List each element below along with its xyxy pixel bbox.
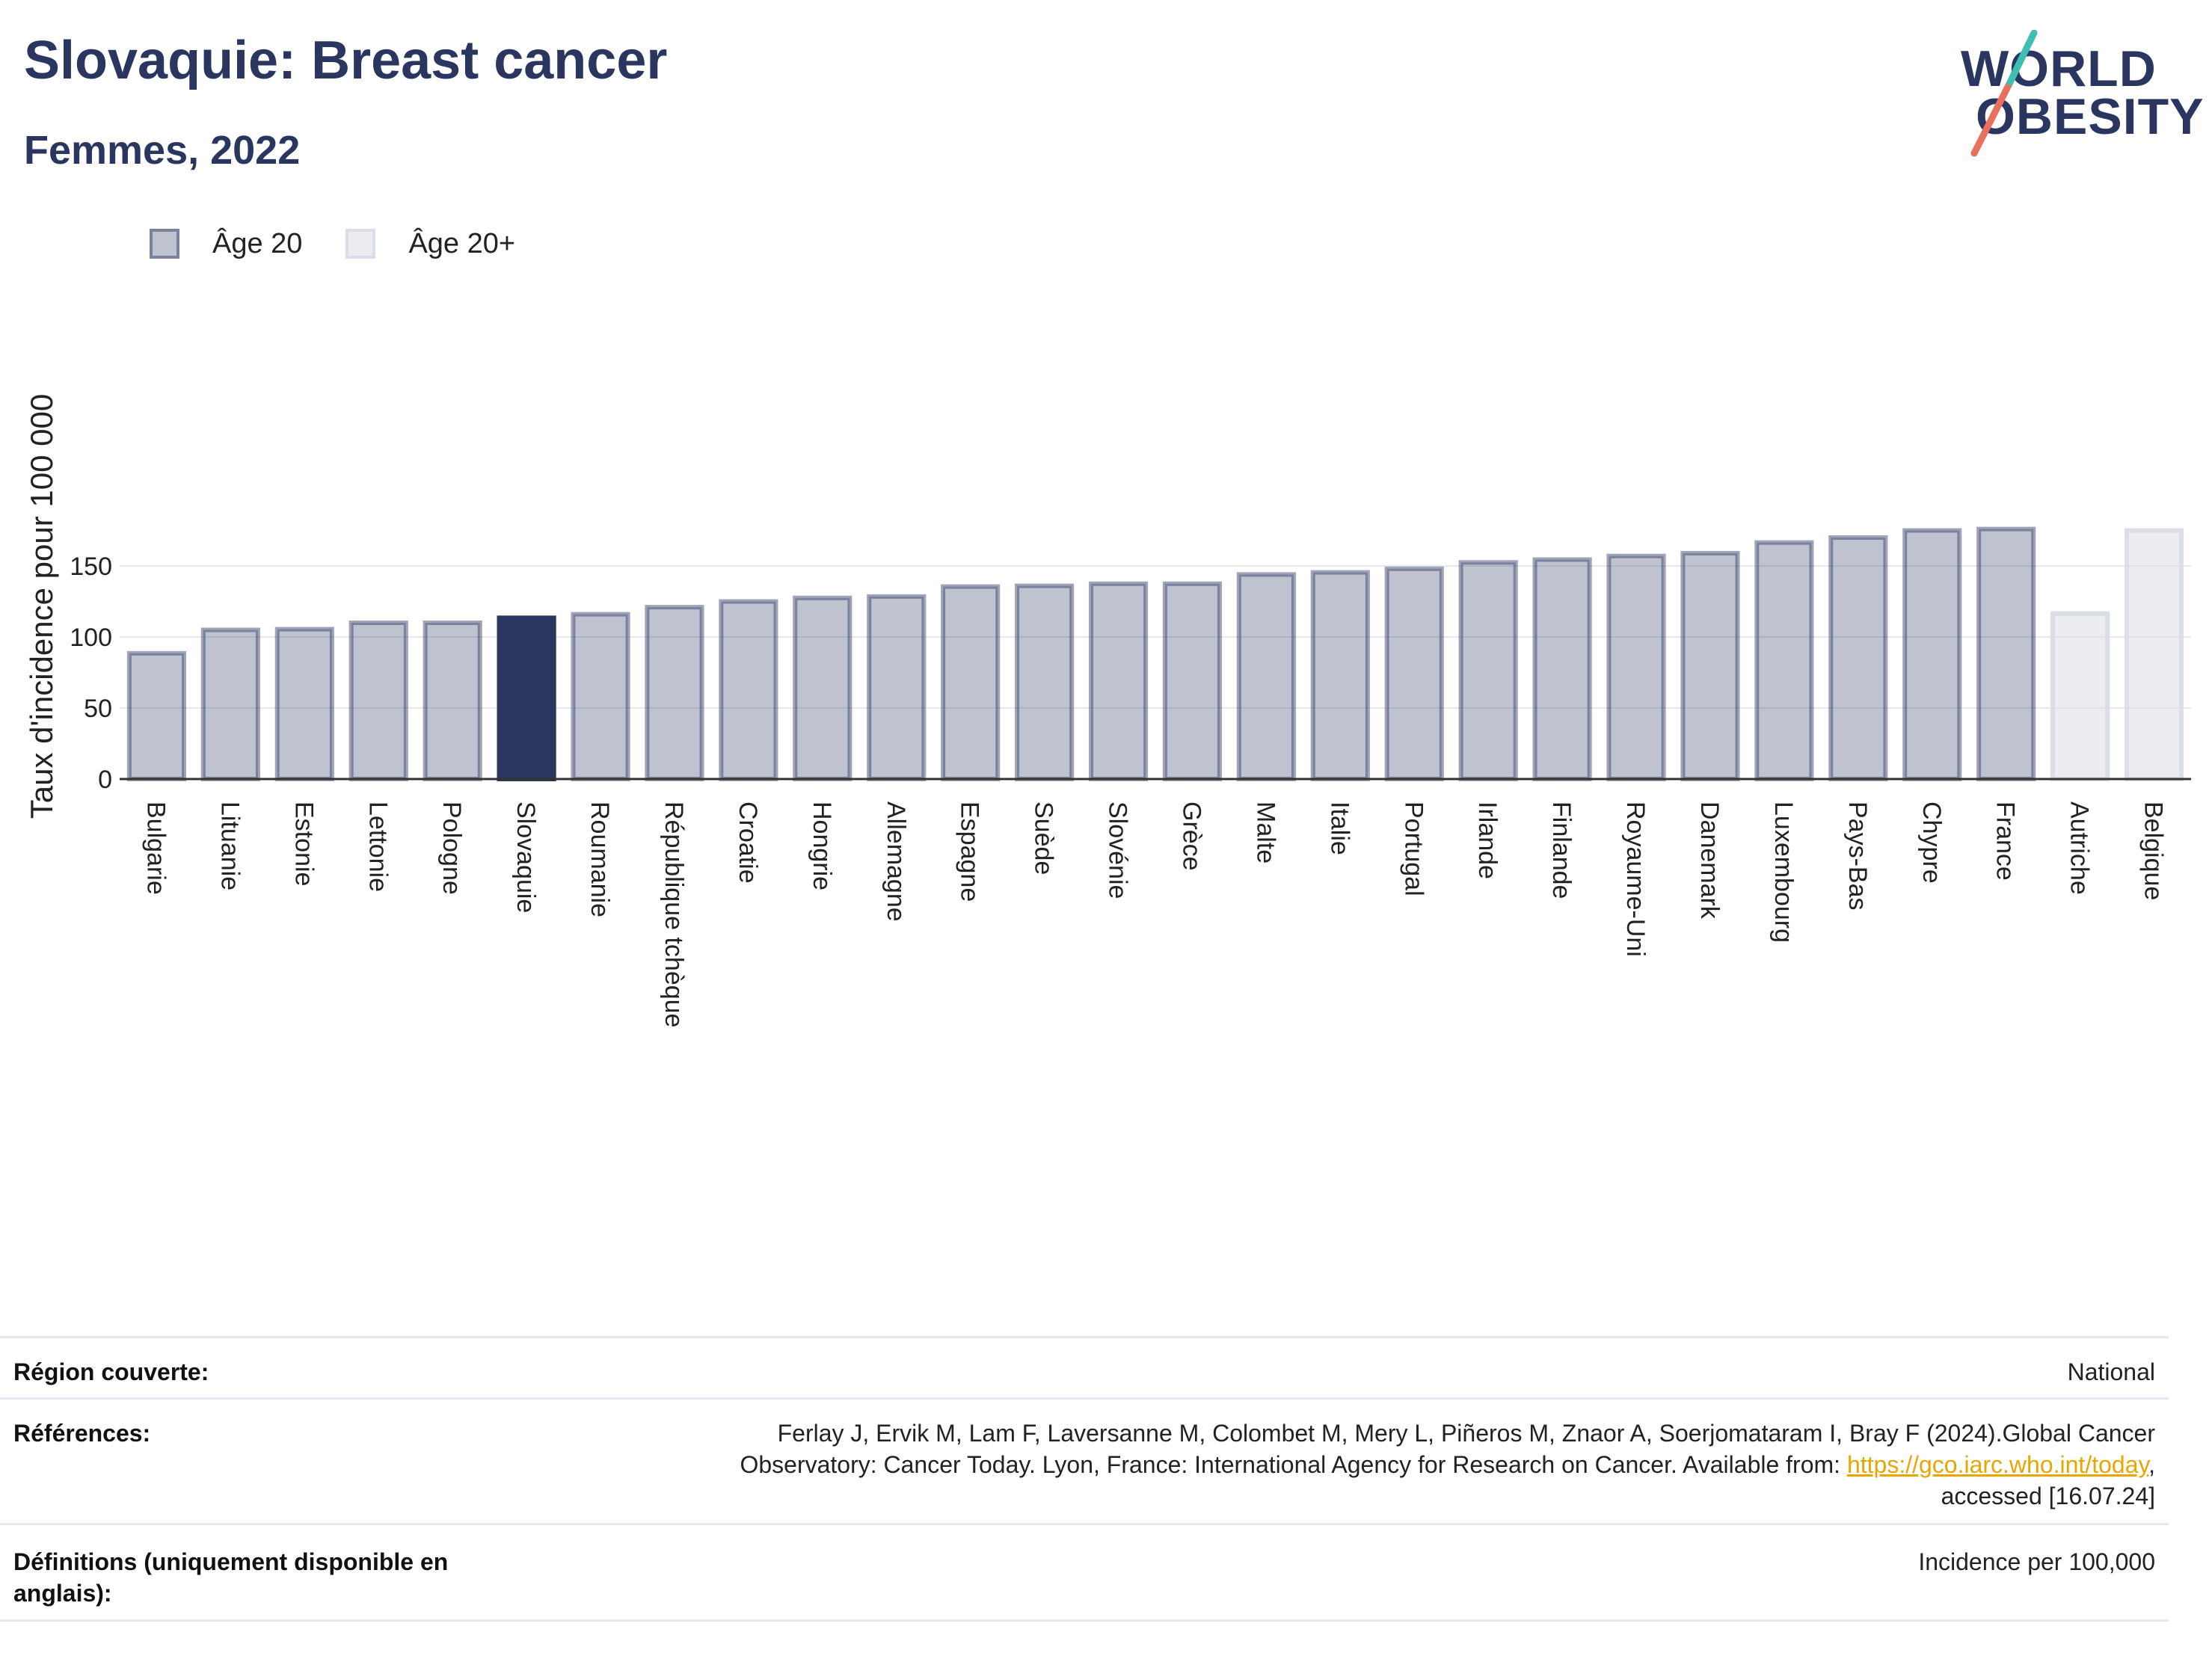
x-tick-label: Luxembourg [1769,801,1798,943]
x-tick-label: Suède [1030,801,1058,875]
bar [497,615,556,781]
bar [1680,550,1740,781]
x-tick-label: Portugal [1399,801,1428,896]
x-tick-label: Pays-Bas [1843,801,1872,911]
bar [423,621,482,781]
bar [1458,560,1518,781]
x-tick-label: Grèce [1177,801,1205,871]
bar [2050,611,2110,781]
x-tick-label: Pologne [437,801,466,895]
y-tick-label: 150 [70,552,112,581]
x-tick-label: Espagne [956,801,984,902]
y-tick-label: 100 [70,624,112,652]
x-tick-label: République tchèque [660,801,688,1027]
bar [571,612,630,781]
definitions-value: Incidence per 100,000 [1918,1548,2155,1575]
bar [274,627,334,781]
bar [1310,570,1370,781]
x-tick-label: France [1991,801,2020,881]
bar-chart: 0 50 100 150 Taux d'incidence pour 100 000 Bu… [24,394,2191,1027]
bar [1828,535,1888,781]
y-axis-title: Taux d'incidence pour 100 000 [24,394,59,819]
x-tick-label: Lituanie [215,801,244,890]
x-tick-label: Royaume-Uni [1621,801,1650,957]
references-line-2a: Observatory: Cancer Today. Lyon, France:… [740,1451,1847,1478]
x-tick-label: Chypre [1917,801,1946,884]
region-value: National [2067,1358,2155,1385]
references-line-2: Observatory: Cancer Today. Lyon, France:… [585,1449,2155,1480]
x-tick-label: Croatie [734,801,762,884]
bar [719,599,778,781]
x-tick-label: Belgique [2139,801,2168,900]
x-tick-label: Lettonie [363,801,392,892]
references-value: Ferlay J, Ervik M, Lam F, Laversanne M, … [585,1418,2155,1512]
logo-line-2: OBESITY [1976,88,2205,145]
legend-label-age20: Âge 20 [212,227,303,259]
bar [1015,583,1075,781]
bar [1902,528,1962,781]
x-tick-label: Italie [1325,801,1354,855]
x-tick-label: Danemark [1695,801,1724,920]
bar [1606,553,1666,781]
bar [2124,528,2184,781]
bar [1754,540,1814,781]
bar [1236,572,1296,781]
x-tick-label: Autriche [2065,801,2094,895]
x-tick-label: Hongrie [808,801,836,890]
bar [1532,557,1592,781]
bar [126,650,187,781]
bar [1088,581,1149,781]
bar [793,595,852,781]
x-tick-label: Finlande [1547,801,1576,899]
y-tick-label: 50 [84,695,112,723]
region-key: Région couverte: [13,1358,209,1385]
info-row-definitions: Définitions (uniquement disponible en an… [0,1523,2169,1622]
x-tick-label: Allemagne [882,801,910,922]
references-link[interactable]: https://gco.iarc.who.int/today [1846,1451,2149,1478]
references-line-3: accessed [16.07.24] [1941,1483,2155,1509]
legend-swatch-age20plus [345,229,376,259]
chart-subtitle: Femmes, 2022 [24,128,301,173]
chart-title: Slovaquie: Breast cancer [24,31,668,90]
bar [1976,526,2036,781]
bar [348,621,408,781]
x-tick-label: Estonie [289,801,318,886]
x-tick-label: Slovaquie [511,801,540,913]
y-tick-label: 0 [98,766,112,794]
bar [941,584,1001,781]
bar [200,627,260,781]
x-tick-label: Malte [1251,801,1279,864]
info-row-region: Région couverte: National [0,1336,2169,1400]
references-line-1: Ferlay J, Ervik M, Lam F, Laversanne M, … [777,1420,2155,1447]
world-obesity-logo: WORLD OBESITY [1952,30,2204,161]
legend-item-age20[interactable]: Âge 20 [150,228,302,260]
x-tick-label: Irlande [1473,801,1502,879]
chart-legend: Âge 20 Âge 20+ [150,223,559,265]
x-tick-label: Bulgarie [141,801,170,895]
x-tick-label: Roumanie [586,801,614,917]
legend-swatch-age20 [150,229,179,259]
definitions-key: Définitions (uniquement disponible en an… [13,1548,449,1607]
logo-slash-icon [1970,30,2038,157]
legend-item-age20plus[interactable]: Âge 20+ [345,228,515,260]
bar [867,594,927,781]
references-key: Références: [13,1420,151,1447]
logo-line-1: WORLD [1961,40,2157,97]
bar [645,605,704,781]
legend-label-age20plus: Âge 20+ [408,227,516,259]
bar [1162,581,1223,781]
references-line-2b: , [2148,1451,2155,1478]
bar [1384,566,1444,781]
x-tick-label: Slovénie [1104,801,1132,899]
info-row-references: Références: Ferlay J, Ervik M, Lam F, La… [0,1397,2169,1525]
